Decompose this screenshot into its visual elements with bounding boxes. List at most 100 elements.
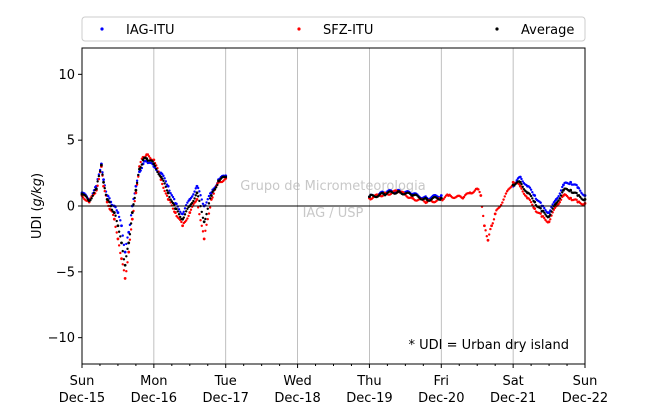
data-point — [103, 187, 106, 190]
data-point — [199, 194, 202, 197]
data-point — [518, 184, 522, 188]
data-point — [198, 212, 201, 216]
data-point — [198, 199, 201, 203]
legend-box — [81, 16, 586, 42]
data-point — [518, 180, 522, 184]
data-point — [213, 187, 217, 191]
data-point — [200, 198, 203, 201]
data-point — [493, 212, 497, 216]
data-point — [204, 229, 207, 232]
data-point — [557, 194, 560, 198]
x-tick-label-day: Sat — [502, 374, 523, 389]
data-point — [521, 185, 524, 189]
data-point — [550, 210, 553, 213]
data-point — [140, 163, 144, 166]
y-tick-label: −5 — [56, 265, 75, 280]
data-point — [544, 208, 547, 212]
data-point — [163, 177, 166, 180]
data-point — [575, 183, 578, 187]
data-point — [174, 211, 177, 214]
data-point — [102, 184, 105, 188]
data-point — [218, 179, 221, 182]
data-point — [478, 190, 481, 194]
data-point — [485, 235, 488, 238]
data-point — [193, 197, 196, 200]
data-point — [543, 211, 546, 214]
data-point — [195, 191, 199, 195]
data-point — [561, 191, 564, 194]
data-point — [529, 200, 533, 204]
data-point — [166, 191, 170, 195]
data-point — [200, 224, 203, 227]
watermark-line-2: IAG / USP — [303, 206, 364, 221]
data-point — [130, 217, 134, 221]
data-point — [216, 183, 219, 187]
data-point — [117, 244, 121, 247]
data-point — [198, 190, 201, 193]
data-point — [104, 193, 108, 197]
data-point — [577, 194, 581, 197]
data-point — [161, 182, 164, 186]
data-point — [539, 201, 542, 204]
data-point — [126, 261, 129, 264]
data-point — [117, 215, 121, 219]
data-point — [520, 182, 523, 186]
data-point — [128, 233, 132, 236]
data-point — [141, 158, 145, 162]
data-point — [168, 189, 171, 192]
data-point — [126, 236, 129, 239]
data-point — [147, 155, 151, 158]
legend-label: IAG-ITU — [126, 23, 175, 38]
data-point — [155, 167, 158, 171]
data-point — [115, 219, 118, 223]
data-point — [529, 194, 533, 198]
data-point — [119, 219, 122, 222]
data-point — [544, 213, 547, 216]
data-point — [205, 201, 208, 204]
data-point — [162, 186, 165, 190]
y-axis-label-suffix: ) — [30, 173, 45, 178]
data-point — [490, 224, 493, 228]
data-point — [101, 171, 104, 174]
data-point — [502, 198, 505, 201]
data-point — [517, 183, 521, 186]
data-point — [575, 191, 578, 195]
data-point — [205, 223, 208, 226]
data-point — [166, 184, 170, 188]
data-point — [186, 201, 189, 204]
data-point — [170, 194, 174, 197]
data-point — [541, 215, 545, 218]
data-point — [192, 199, 195, 203]
data-point — [89, 199, 92, 202]
data-point — [561, 185, 564, 189]
data-point — [551, 207, 554, 210]
data-point — [518, 175, 522, 179]
data-point — [186, 207, 189, 210]
data-point — [101, 173, 104, 176]
data-point — [108, 201, 111, 204]
data-point — [183, 207, 187, 210]
data-point — [505, 190, 509, 193]
data-point — [134, 188, 138, 192]
data-point — [151, 160, 154, 163]
data-point — [127, 250, 131, 254]
data-point — [533, 207, 537, 211]
data-point — [528, 186, 532, 189]
data-point — [504, 192, 508, 195]
data-point — [181, 212, 185, 216]
data-point — [128, 238, 132, 241]
data-point — [145, 157, 149, 161]
data-point — [192, 193, 195, 196]
data-point — [199, 218, 202, 222]
data-point — [163, 182, 166, 185]
y-axis-label-unit: g/kg — [30, 178, 45, 206]
data-point — [125, 255, 128, 258]
data-point — [184, 219, 188, 222]
data-point — [188, 211, 192, 214]
data-point — [114, 225, 117, 229]
data-point — [520, 177, 523, 181]
data-point — [175, 202, 178, 206]
x-tick-label-date: Dec-20 — [418, 391, 464, 406]
data-point — [171, 201, 175, 205]
